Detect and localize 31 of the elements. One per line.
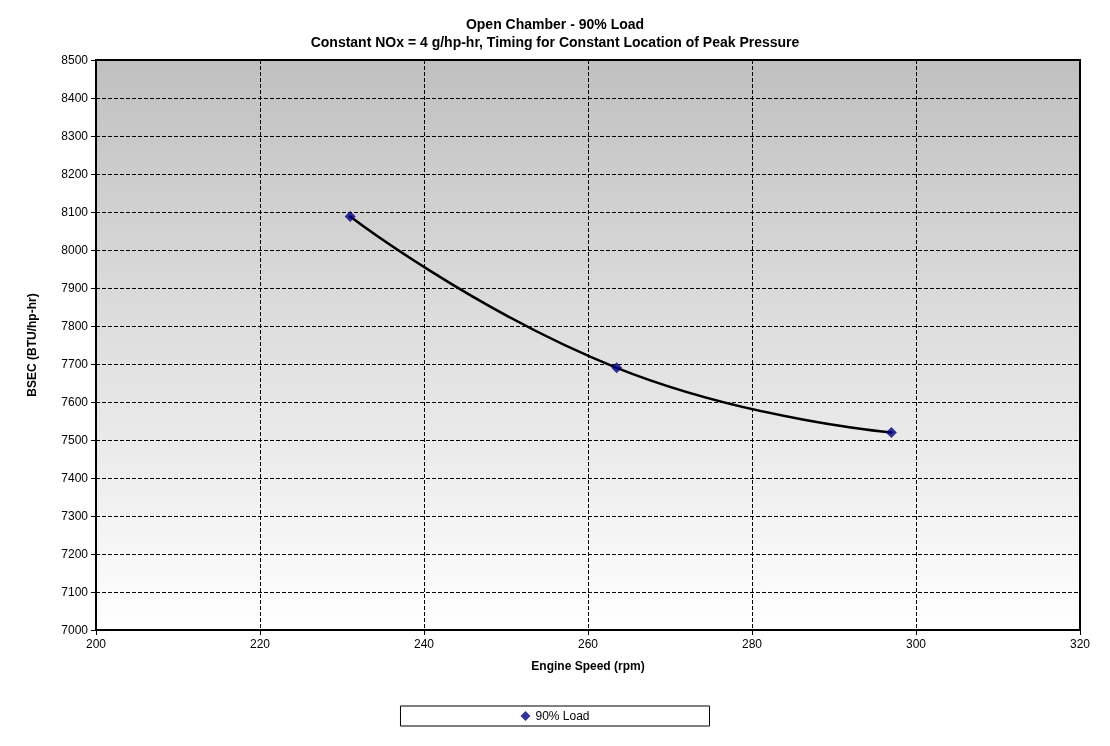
x-axis-title: Engine Speed (rpm) [531,659,645,673]
chart-title: Open Chamber - 90% Load [465,16,645,32]
x-tick-label: 220 [249,637,271,651]
y-tick-label: 7300 [61,509,89,523]
y-tick-label: 8400 [61,91,89,105]
y-tick-label: 7400 [61,471,89,485]
y-tick-label: 8000 [61,243,89,257]
point [344,211,356,223]
chart-subtitle: Constant NOx = 4 g/hp-hr, Timing for Constant Location of Peak Pressure [310,34,800,50]
y-axis-title: BSEC (BTU/hp-hr) [25,293,39,397]
y-tick-label: 7100 [61,585,89,599]
x-tick-label: 200 [85,637,107,651]
y-tick-label: 7600 [61,395,89,409]
y-tick-label: 8500 [61,53,89,67]
point [885,426,897,438]
y-tick-label: 8300 [61,129,89,143]
y-tick-label: 8200 [61,167,89,181]
x-tick-label: 320 [1069,637,1091,651]
y-tick-label: 8100 [61,205,89,219]
legend-label: 90% Load [535,709,590,723]
x-tick-label: 240 [413,637,435,651]
y-tick-label: 7900 [61,281,89,295]
x-tick-label: 260 [577,637,599,651]
point [611,362,623,374]
x-tick-label: 280 [741,637,763,651]
y-tick-label: 7800 [61,319,89,333]
y-tick-label: 7000 [61,623,89,637]
y-tick-label: 7700 [61,357,89,371]
y-tick-label: 7200 [61,547,89,561]
y-tick-label: 7500 [61,433,89,447]
x-tick-label: 300 [905,637,927,651]
